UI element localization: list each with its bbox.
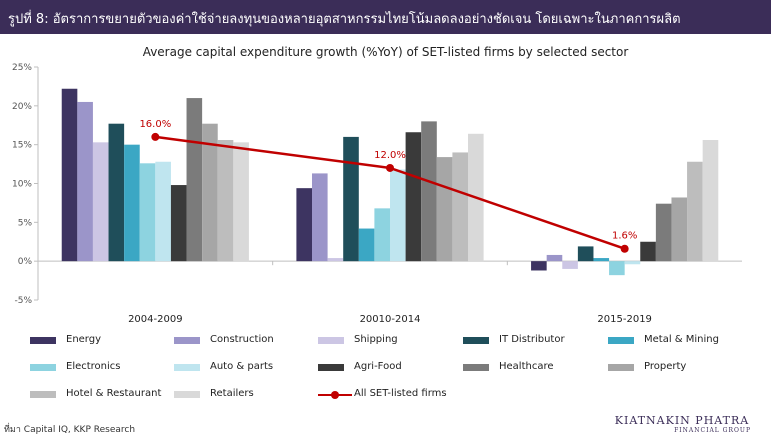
all-set-data-label: 1.6% [612, 231, 637, 242]
all-set-point [386, 163, 394, 172]
legend-label: IT Distributor [499, 334, 565, 345]
bar [155, 161, 171, 262]
bar [92, 142, 109, 262]
bar [436, 157, 453, 262]
legend-label: Construction [210, 334, 274, 345]
logo-text: KIATNAKIN PHATRA [614, 414, 750, 427]
bar [233, 142, 249, 262]
legend-marker [331, 391, 339, 399]
bar [593, 258, 610, 262]
legend-swatch [463, 337, 489, 344]
company-logo: KIATNAKIN PHATRA FINANCIAL GROUP [607, 414, 757, 434]
bar [687, 161, 703, 262]
legend-label: Electronics [66, 361, 121, 372]
bar [108, 123, 125, 262]
logo-subtext: FINANCIAL GROUP [674, 427, 751, 434]
x-category-label: 2015-2019 [597, 314, 652, 325]
legend-swatch [30, 337, 56, 344]
bar [374, 208, 390, 262]
bar [139, 163, 156, 262]
bar [640, 241, 656, 262]
legend-label: Shipping [354, 334, 398, 345]
legend-label: Hotel & Restaurant [66, 388, 162, 399]
bar [202, 123, 218, 262]
bar [296, 188, 312, 262]
x-category-label: 20010-2014 [360, 314, 421, 325]
y-tick-label: 5% [18, 218, 33, 228]
legend-swatch [174, 391, 200, 398]
y-tick-label: 25% [12, 63, 32, 73]
bar [546, 254, 563, 262]
all-set-data-label: 12.0% [374, 150, 406, 161]
all-set-data-label: 16.0% [139, 119, 171, 130]
legend-label: Metal & Mining [644, 334, 719, 345]
legend-label: Energy [66, 334, 102, 345]
bar [390, 169, 406, 262]
legend-label: Property [644, 361, 687, 372]
bar [452, 152, 468, 262]
title-banner: รูปที่ 8: อัตราการขยายตัวของค่าใช้จ่ายลง… [0, 0, 771, 34]
bar [577, 246, 594, 262]
legend-swatch [174, 364, 200, 371]
legend-swatch [463, 364, 489, 371]
legend-swatch [30, 364, 56, 371]
legend-label: All SET-listed firms [354, 388, 447, 399]
y-tick-label: 20% [12, 102, 32, 112]
bar [327, 258, 344, 262]
bar [702, 140, 719, 262]
bar [609, 261, 625, 276]
all-set-point [151, 132, 160, 141]
bar [186, 98, 203, 262]
y-tick-label: 10% [12, 180, 32, 190]
legend-label: Healthcare [499, 361, 554, 372]
legend-label: Agri-Food [354, 361, 402, 372]
y-tick-label: -5% [14, 296, 32, 306]
legend-swatch [608, 364, 634, 371]
page-title: รูปที่ 8: อัตราการขยายตัวของค่าใช้จ่ายลง… [8, 12, 681, 27]
legend-swatch [30, 391, 56, 398]
bar [61, 88, 78, 262]
y-tick-label: 0% [18, 257, 33, 267]
bar [217, 140, 234, 262]
x-category-label: 2004-2009 [128, 314, 183, 325]
bar [343, 136, 359, 262]
bar [124, 144, 140, 262]
bar [531, 261, 547, 271]
bar [671, 197, 688, 262]
legend-swatch [174, 337, 200, 344]
legend-swatch [608, 337, 634, 344]
legend-swatch [318, 364, 344, 371]
bar [77, 101, 93, 262]
bar [405, 132, 422, 262]
legend-swatch [318, 337, 344, 344]
all-set-point [620, 244, 629, 253]
bar [624, 261, 641, 265]
bar [655, 203, 672, 262]
bar [312, 173, 328, 262]
bar [358, 228, 375, 262]
chart-legend: Energy Construction Shipping IT Distributor… [30, 333, 750, 413]
chart-title: Average capital expenditure growth (%YoY… [142, 45, 629, 59]
bar [562, 261, 578, 269]
bar [421, 121, 437, 262]
source-note: ที่มา Capital IQ, KKP Research [4, 425, 136, 435]
y-tick-label: 15% [12, 141, 32, 151]
bar [170, 185, 187, 262]
legend-label: Auto & parts [210, 361, 274, 372]
legend-label: Retailers [210, 388, 254, 399]
